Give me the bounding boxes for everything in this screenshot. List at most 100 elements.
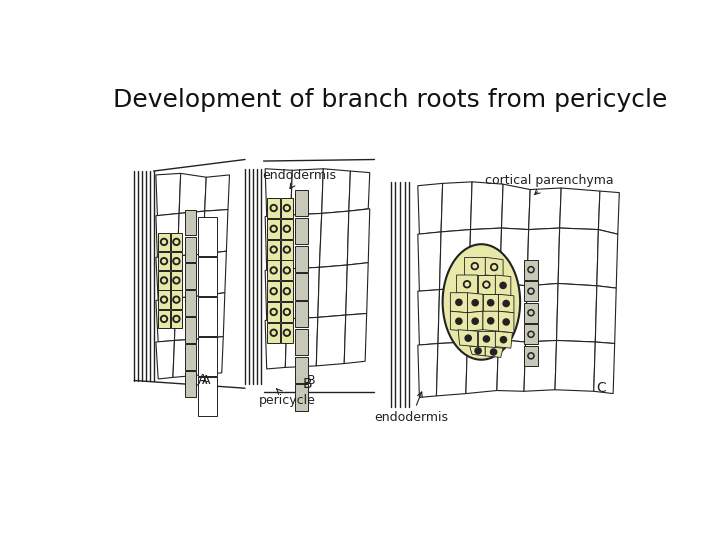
Circle shape [503, 300, 509, 307]
Polygon shape [184, 237, 196, 262]
Circle shape [173, 258, 180, 265]
Circle shape [284, 308, 290, 315]
Polygon shape [158, 291, 170, 309]
Polygon shape [344, 314, 366, 363]
Circle shape [272, 289, 275, 293]
Polygon shape [559, 188, 600, 230]
Circle shape [270, 225, 277, 232]
Polygon shape [265, 168, 292, 217]
Circle shape [465, 282, 469, 286]
Polygon shape [467, 311, 483, 331]
Text: cortical parenchyma: cortical parenchyma [485, 174, 614, 194]
Circle shape [487, 300, 494, 306]
Circle shape [485, 283, 488, 286]
Polygon shape [199, 336, 223, 375]
Polygon shape [349, 171, 370, 211]
Polygon shape [295, 301, 307, 327]
Circle shape [490, 349, 497, 355]
Circle shape [284, 329, 290, 336]
Circle shape [473, 265, 477, 268]
Circle shape [272, 310, 275, 314]
Polygon shape [469, 228, 502, 287]
Circle shape [528, 288, 534, 294]
Polygon shape [347, 209, 370, 265]
Polygon shape [524, 281, 538, 301]
Polygon shape [184, 210, 196, 235]
Circle shape [173, 296, 180, 303]
Circle shape [161, 296, 168, 303]
Polygon shape [469, 347, 485, 356]
Circle shape [487, 318, 494, 324]
Polygon shape [202, 251, 226, 296]
Circle shape [272, 248, 275, 251]
Text: A: A [197, 373, 207, 387]
Polygon shape [178, 211, 204, 256]
Polygon shape [477, 275, 495, 294]
Polygon shape [285, 318, 318, 367]
Circle shape [272, 269, 275, 272]
Circle shape [529, 311, 533, 314]
Polygon shape [171, 233, 182, 251]
Polygon shape [203, 210, 228, 254]
Polygon shape [500, 228, 528, 286]
Polygon shape [267, 260, 280, 280]
Circle shape [483, 281, 490, 288]
Circle shape [285, 289, 289, 293]
Polygon shape [173, 339, 200, 377]
Polygon shape [295, 190, 307, 217]
Circle shape [284, 288, 290, 295]
Polygon shape [320, 211, 349, 267]
Polygon shape [527, 228, 559, 286]
Circle shape [272, 227, 275, 231]
Polygon shape [498, 284, 527, 342]
Polygon shape [483, 311, 498, 331]
Polygon shape [524, 260, 538, 280]
Circle shape [456, 299, 462, 306]
Polygon shape [171, 252, 182, 271]
Polygon shape [184, 318, 196, 343]
Polygon shape [265, 215, 291, 271]
Circle shape [161, 315, 168, 322]
Circle shape [175, 298, 178, 301]
Polygon shape [156, 213, 179, 257]
Text: endodermis: endodermis [262, 169, 336, 188]
Circle shape [161, 277, 168, 284]
Circle shape [528, 353, 534, 359]
Polygon shape [295, 246, 307, 272]
Circle shape [483, 336, 490, 342]
Circle shape [285, 227, 289, 231]
Polygon shape [558, 228, 598, 286]
Circle shape [472, 263, 478, 269]
Circle shape [490, 264, 498, 271]
Circle shape [163, 279, 166, 282]
Polygon shape [418, 289, 439, 345]
Circle shape [270, 329, 277, 336]
Polygon shape [524, 303, 538, 323]
Circle shape [528, 331, 534, 338]
Polygon shape [158, 252, 170, 271]
Polygon shape [439, 230, 471, 289]
Circle shape [529, 333, 533, 336]
Circle shape [503, 319, 509, 325]
Polygon shape [176, 254, 203, 298]
Circle shape [528, 309, 534, 316]
Polygon shape [524, 325, 538, 345]
Polygon shape [528, 188, 561, 230]
Polygon shape [557, 284, 597, 342]
Circle shape [175, 318, 178, 320]
Polygon shape [498, 311, 514, 333]
Polygon shape [471, 182, 503, 230]
Circle shape [173, 239, 180, 245]
Circle shape [175, 240, 178, 244]
Polygon shape [485, 347, 503, 357]
Polygon shape [441, 182, 472, 232]
Polygon shape [281, 281, 293, 301]
Text: A: A [202, 374, 210, 387]
Polygon shape [318, 265, 347, 318]
Polygon shape [495, 275, 510, 296]
Circle shape [161, 258, 168, 265]
Text: C: C [597, 381, 606, 395]
Circle shape [272, 206, 275, 210]
Circle shape [270, 205, 277, 212]
Circle shape [285, 310, 289, 314]
